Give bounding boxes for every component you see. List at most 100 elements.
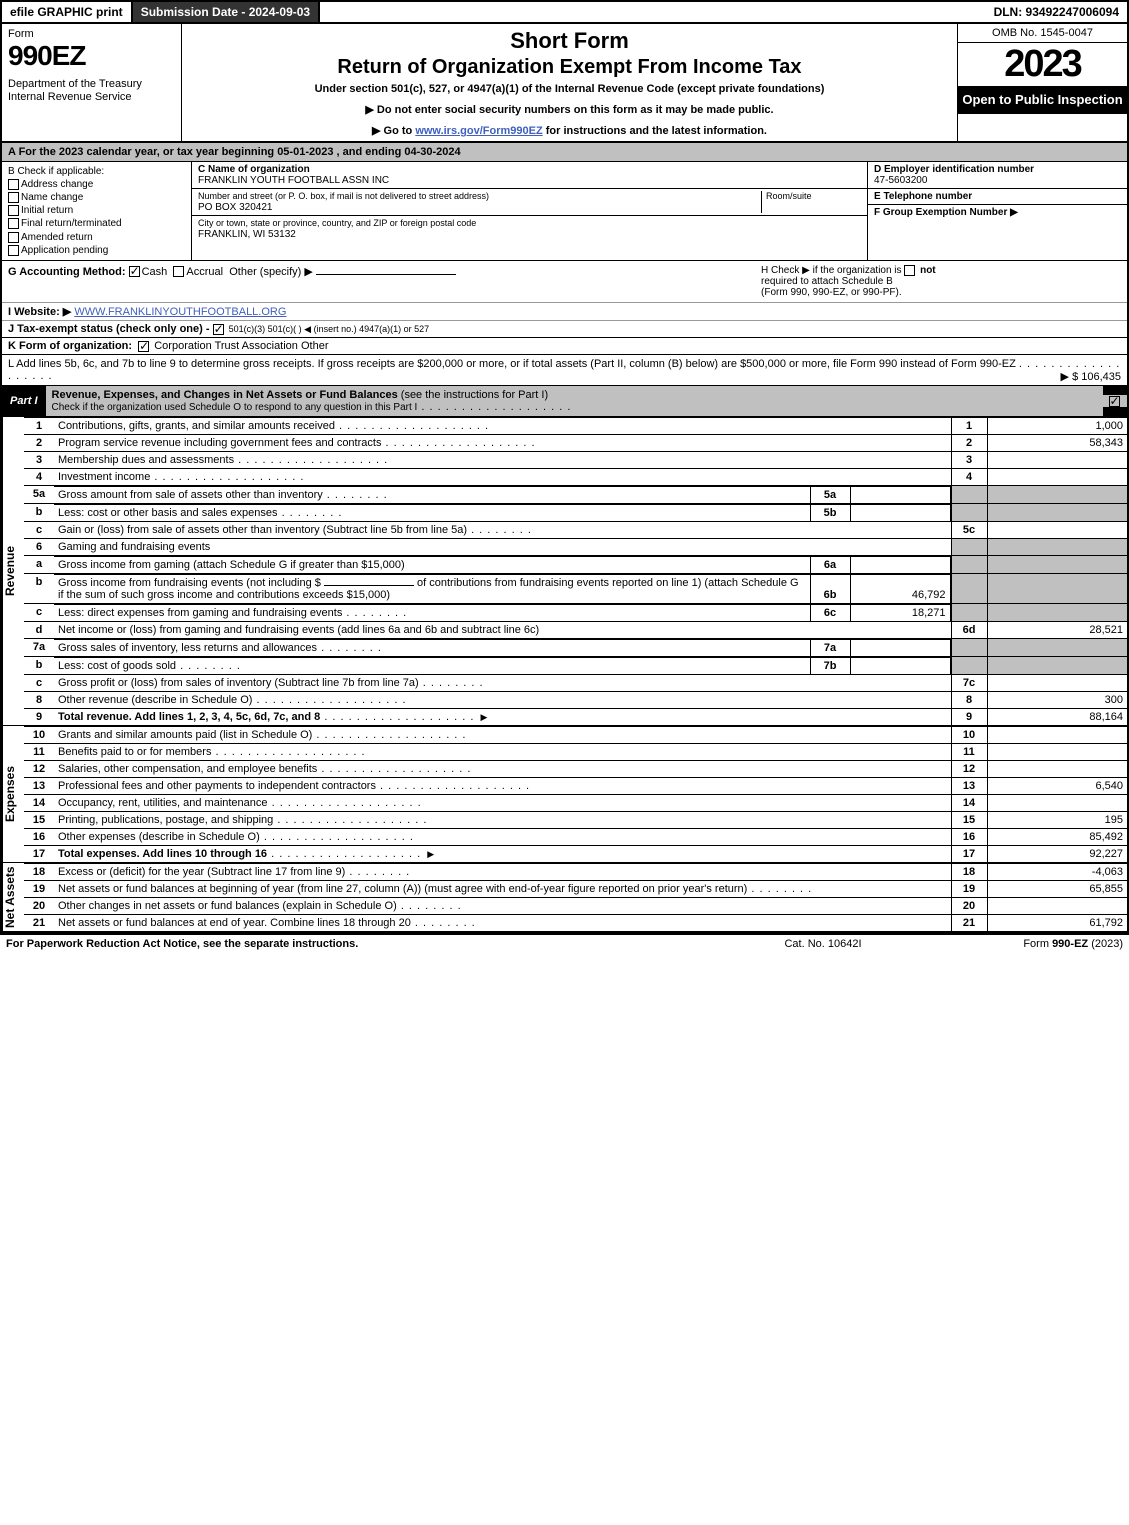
e-header: E Telephone number bbox=[874, 191, 1121, 202]
table-row: 19Net assets or fund balances at beginni… bbox=[24, 880, 1127, 897]
table-row: 14Occupancy, rent, utilities, and mainte… bbox=[24, 794, 1127, 811]
submission-date: Submission Date - 2024-09-03 bbox=[133, 2, 320, 22]
note2-post: for instructions and the latest informat… bbox=[543, 125, 767, 137]
table-row: 11Benefits paid to or for members11 bbox=[24, 743, 1127, 760]
table-row: 16Other expenses (describe in Schedule O… bbox=[24, 828, 1127, 845]
c-name-row: C Name of organization FRANKLIN YOUTH FO… bbox=[192, 162, 867, 189]
chk-name-change[interactable]: Name change bbox=[8, 192, 185, 203]
part-1-tag: Part I bbox=[2, 392, 46, 410]
revenue-side-label: Revenue bbox=[2, 417, 24, 725]
section-c: C Name of organization FRANKLIN YOUTH FO… bbox=[192, 162, 867, 260]
l-amount: ▶ $ 106,435 bbox=[1061, 370, 1121, 383]
efile-print[interactable]: efile GRAPHIC print bbox=[2, 2, 133, 22]
expenses-section: Expenses 10Grants and similar amounts pa… bbox=[2, 725, 1127, 862]
top-bar: efile GRAPHIC print Submission Date - 20… bbox=[2, 2, 1127, 24]
form-container: efile GRAPHIC print Submission Date - 20… bbox=[0, 0, 1129, 933]
line-a: A For the 2023 calendar year, or tax yea… bbox=[2, 143, 1127, 162]
chk-initial-return[interactable]: Initial return bbox=[8, 205, 185, 216]
block-b-through-f: B Check if applicable: Address change Na… bbox=[2, 162, 1127, 261]
chk-application-pending[interactable]: Application pending bbox=[8, 245, 185, 256]
revenue-section: Revenue 1Contributions, gifts, grants, a… bbox=[2, 416, 1127, 725]
org-city: FRANKLIN, WI 53132 bbox=[198, 229, 296, 240]
table-row: bLess: cost of goods sold7b bbox=[24, 656, 1127, 674]
f-header: F Group Exemption Number ▶ bbox=[874, 207, 1121, 218]
row-i: I Website: ▶ WWW.FRANKLINYOUTHFOOTBALL.O… bbox=[2, 302, 1127, 320]
k-label: K Form of organization: bbox=[8, 340, 132, 352]
table-row: cLess: direct expenses from gaming and f… bbox=[24, 603, 1127, 621]
expenses-table: 10Grants and similar amounts paid (list … bbox=[24, 726, 1127, 862]
subtitle: Under section 501(c), 527, or 4947(a)(1)… bbox=[188, 83, 951, 95]
dln: DLN: 93492247006094 bbox=[986, 2, 1127, 22]
h-schedule-b: H Check ▶ if the organization is not req… bbox=[761, 265, 1121, 298]
table-row: 3Membership dues and assessments3 bbox=[24, 451, 1127, 468]
net-assets-section: Net Assets 18Excess or (deficit) for the… bbox=[2, 862, 1127, 931]
main-title: Return of Organization Exempt From Incom… bbox=[188, 56, 951, 79]
table-row: 20Other changes in net assets or fund ba… bbox=[24, 897, 1127, 914]
table-row: 7aGross sales of inventory, less returns… bbox=[24, 638, 1127, 656]
e-phone: E Telephone number bbox=[868, 189, 1127, 205]
h-text2: required to attach Schedule B bbox=[761, 276, 893, 287]
table-row: aGross income from gaming (attach Schedu… bbox=[24, 555, 1127, 573]
table-row: 18Excess or (deficit) for the year (Subt… bbox=[24, 863, 1127, 880]
chk-cash[interactable] bbox=[129, 266, 140, 277]
row-j: J Tax-exempt status (check only one) - 5… bbox=[2, 320, 1127, 337]
cat-no: Cat. No. 10642I bbox=[723, 938, 923, 950]
header-left: Form 990EZ Department of the Treasury In… bbox=[2, 24, 182, 141]
j-opts: 501(c)(3) 501(c)( ) ◀ (insert no.) 4947(… bbox=[229, 324, 430, 334]
k-opts: Corporation Trust Association Other bbox=[154, 340, 328, 352]
part-1-header: Part I Revenue, Expenses, and Changes in… bbox=[2, 385, 1127, 416]
table-row: 12Salaries, other compensation, and empl… bbox=[24, 760, 1127, 777]
chk-final-return[interactable]: Final return/terminated bbox=[8, 218, 185, 229]
row-l: L Add lines 5b, 6c, and 7b to line 9 to … bbox=[2, 354, 1127, 385]
expenses-side-label: Expenses bbox=[2, 726, 24, 862]
form-number: 990EZ bbox=[8, 40, 175, 72]
g-accounting: G Accounting Method: Cash Accrual Other … bbox=[8, 265, 761, 298]
section-def: D Employer identification number 47-5603… bbox=[867, 162, 1127, 260]
org-address: PO BOX 320421 bbox=[198, 202, 273, 213]
chk-address-change[interactable]: Address change bbox=[8, 179, 185, 190]
table-row: 5aGross amount from sale of assets other… bbox=[24, 485, 1127, 503]
other-specify-line[interactable] bbox=[316, 274, 456, 275]
d-ein: D Employer identification number 47-5603… bbox=[868, 162, 1127, 189]
b-header: B Check if applicable: bbox=[8, 166, 185, 177]
city-label: City or town, state or province, country… bbox=[198, 218, 476, 228]
chk-amended-return[interactable]: Amended return bbox=[8, 232, 185, 243]
table-row: 6Gaming and fundraising events bbox=[24, 538, 1127, 555]
h-text3: (Form 990, 990-EZ, or 990-PF). bbox=[761, 287, 902, 298]
table-row: 21Net assets or fund balances at end of … bbox=[24, 914, 1127, 931]
website-link[interactable]: WWW.FRANKLINYOUTHFOOTBALL.ORG bbox=[74, 306, 286, 318]
form-label: Form bbox=[8, 28, 175, 40]
c-city-row: City or town, state or province, country… bbox=[192, 216, 867, 242]
chk-501c3[interactable] bbox=[213, 324, 224, 335]
table-row: cGain or (loss) from sale of assets othe… bbox=[24, 521, 1127, 538]
form-ref: Form 990-EZ (2023) bbox=[923, 938, 1123, 950]
part-1-sub: Check if the organization used Schedule … bbox=[52, 402, 418, 413]
table-row: 1Contributions, gifts, grants, and simil… bbox=[24, 417, 1127, 434]
chk-accrual[interactable] bbox=[173, 266, 184, 277]
department: Department of the Treasury Internal Reve… bbox=[8, 78, 175, 104]
table-row: 10Grants and similar amounts paid (list … bbox=[24, 726, 1127, 743]
form-header: Form 990EZ Department of the Treasury In… bbox=[2, 24, 1127, 143]
chk-corporation[interactable] bbox=[138, 341, 149, 352]
short-form-title: Short Form bbox=[188, 28, 951, 54]
h-text1: H Check ▶ if the organization is bbox=[761, 265, 904, 276]
omb-number: OMB No. 1545-0047 bbox=[958, 24, 1127, 43]
table-row: bLess: cost or other basis and sales exp… bbox=[24, 503, 1127, 521]
revenue-table: 1Contributions, gifts, grants, and simil… bbox=[24, 417, 1127, 725]
table-row: 2Program service revenue including gover… bbox=[24, 434, 1127, 451]
irs-link[interactable]: www.irs.gov/Form990EZ bbox=[415, 125, 542, 137]
net-assets-table: 18Excess or (deficit) for the year (Subt… bbox=[24, 863, 1127, 931]
chk-h[interactable] bbox=[904, 265, 915, 276]
i-label: I Website: ▶ bbox=[8, 306, 71, 318]
topbar-spacer bbox=[320, 2, 985, 22]
h-not: not bbox=[920, 265, 936, 276]
instructions-link-line: ▶ Go to www.irs.gov/Form990EZ for instru… bbox=[188, 124, 951, 137]
part-1-checkbox[interactable] bbox=[1103, 395, 1127, 407]
section-b: B Check if applicable: Address change Na… bbox=[2, 162, 192, 260]
g-label: G Accounting Method: bbox=[8, 266, 126, 278]
table-row: dNet income or (loss) from gaming and fu… bbox=[24, 621, 1127, 638]
header-right: OMB No. 1545-0047 2023 Open to Public In… bbox=[957, 24, 1127, 141]
addr-label: Number and street (or P. O. box, if mail… bbox=[198, 191, 489, 201]
table-row: 15Printing, publications, postage, and s… bbox=[24, 811, 1127, 828]
row-g-h: G Accounting Method: Cash Accrual Other … bbox=[2, 261, 1127, 302]
